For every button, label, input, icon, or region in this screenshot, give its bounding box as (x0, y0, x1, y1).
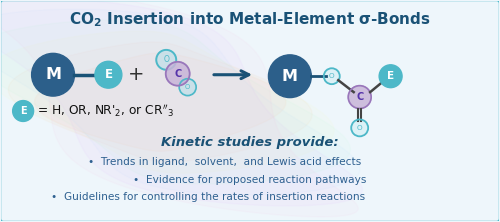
Text: E: E (104, 68, 112, 81)
Text: $\mathbf{CO_2}$ Insertion into Metal-Element $\mathbf{\sigma}$-Bonds: $\mathbf{CO_2}$ Insertion into Metal-Ele… (69, 11, 431, 30)
Text: E: E (387, 71, 394, 81)
Circle shape (166, 62, 190, 86)
Polygon shape (0, 0, 358, 217)
Text: M: M (282, 69, 298, 84)
Text: •  Trends in ligand,  solvent,  and Lewis acid effects: • Trends in ligand, solvent, and Lewis a… (88, 157, 362, 167)
Circle shape (324, 68, 340, 84)
Text: E: E (20, 106, 26, 116)
Text: O: O (185, 84, 190, 90)
Circle shape (32, 53, 74, 96)
Polygon shape (8, 42, 312, 162)
Circle shape (179, 79, 196, 96)
Polygon shape (0, 0, 362, 206)
Text: C: C (174, 69, 182, 79)
Polygon shape (34, 53, 286, 151)
Polygon shape (0, 9, 360, 195)
Circle shape (348, 86, 371, 109)
Circle shape (351, 119, 368, 136)
Circle shape (156, 50, 176, 70)
Text: O: O (329, 73, 334, 79)
Circle shape (379, 65, 402, 88)
Polygon shape (0, 20, 350, 184)
Text: •  Guidelines for controlling the rates of insertion reactions: • Guidelines for controlling the rates o… (50, 192, 364, 202)
Circle shape (95, 61, 122, 88)
Text: Kinetic studies provide:: Kinetic studies provide: (161, 136, 339, 149)
Text: C: C (356, 92, 364, 102)
Circle shape (268, 55, 312, 98)
Text: = H, OR, NR$'_2$, or CR$''_3$: = H, OR, NR$'_2$, or CR$''_3$ (36, 103, 173, 119)
Text: M: M (45, 67, 61, 82)
Text: +: + (128, 65, 144, 84)
Circle shape (12, 101, 34, 121)
Polygon shape (0, 31, 334, 173)
Text: O: O (357, 125, 362, 131)
Text: •  Evidence for proposed reaction pathways: • Evidence for proposed reaction pathway… (134, 174, 366, 184)
Text: O: O (164, 55, 169, 64)
